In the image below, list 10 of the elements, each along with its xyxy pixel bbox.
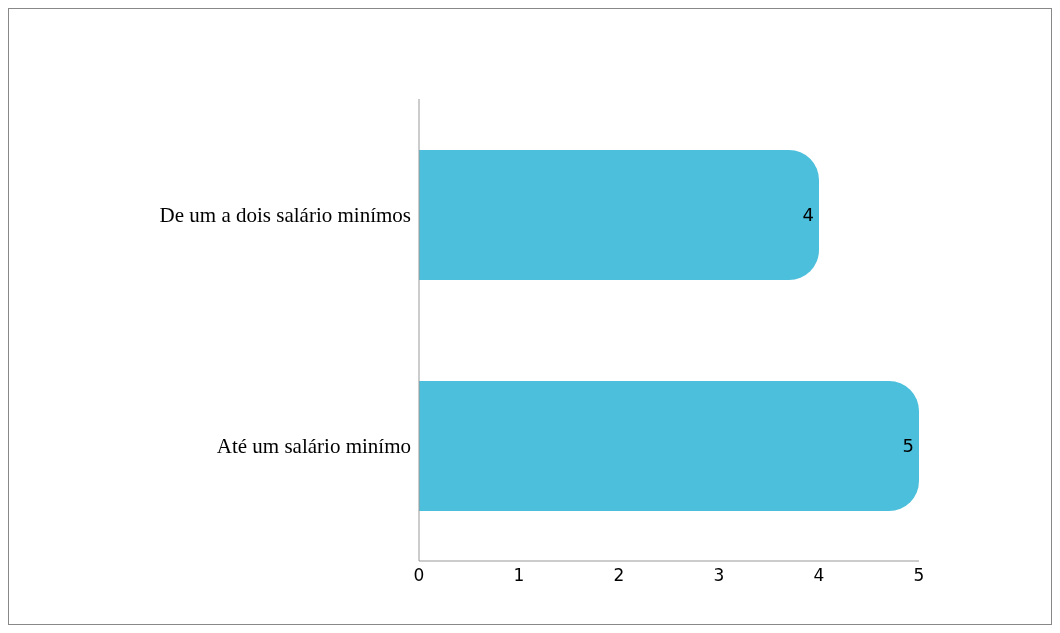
x-tick-label: 1	[513, 565, 525, 586]
x-tick-label: 3	[713, 565, 725, 586]
x-tick-label: 0	[413, 565, 425, 586]
y-tick-label: De um a dois salário minímos	[159, 202, 411, 227]
x-tick-label: 5	[913, 565, 925, 586]
x-tick-label: 2	[613, 565, 625, 586]
y-tick-label: Até um salário minímo	[216, 433, 411, 458]
x-tick-label: 4	[813, 565, 825, 586]
data-label: 4	[802, 204, 814, 226]
data-label: 5	[902, 435, 914, 457]
